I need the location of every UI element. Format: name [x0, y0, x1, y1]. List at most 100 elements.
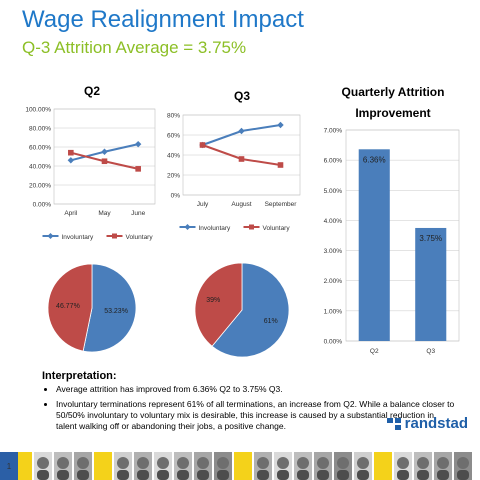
legend-marker	[249, 224, 254, 230]
pie-data-label: 46.77%	[56, 303, 80, 310]
x-tick-label: September	[265, 201, 298, 208]
footer-photo-body	[317, 470, 329, 480]
footer-photo-body	[197, 470, 209, 480]
data-point-voluntary	[101, 158, 108, 165]
legend-label: Involuntary	[199, 225, 232, 232]
data-point-involuntary	[134, 140, 142, 148]
x-tick-label: August	[231, 201, 251, 208]
footer-photo-face	[217, 457, 229, 469]
charts-canvas: Q2 0.00% 20.00% 40.00% 60.00% 80.00% 100.00% Ap…	[25, 84, 460, 358]
chart-title: Q2	[84, 84, 100, 98]
y-tick-label: 1.00%	[324, 308, 343, 315]
pie-data-label: 39%	[206, 297, 220, 304]
footer-color-block	[234, 452, 252, 480]
y-tick-label: 20.00%	[29, 183, 51, 190]
footer-photo-body	[117, 470, 129, 480]
interpretation-bullet: Average attrition has improved from 6.36…	[56, 384, 456, 395]
bar-q2	[358, 149, 390, 341]
x-tick-label: May	[98, 210, 111, 217]
footer-photo-body	[57, 470, 69, 480]
footer-photo-strip	[0, 452, 480, 480]
footer-photo-body	[357, 470, 369, 480]
pie-slice-involuntary	[82, 263, 137, 353]
pie-slice-involuntary	[211, 262, 290, 358]
footer-photo-face	[337, 457, 349, 469]
footer-photo-body	[297, 470, 309, 480]
interpretation-bullet: Involuntary terminations represent 61% o…	[56, 399, 456, 432]
footer-photo-face	[117, 457, 129, 469]
data-point-voluntary	[238, 156, 245, 162]
pie-data-label: 61%	[264, 318, 278, 325]
data-point-voluntary	[199, 142, 206, 148]
footer-photo-face	[157, 457, 169, 469]
y-tick-label: 80%	[167, 113, 180, 120]
chart-title: Q3	[234, 89, 250, 103]
x-tick-label: July	[197, 201, 209, 208]
legend-marker	[112, 233, 117, 239]
y-tick-label: 2.00%	[324, 278, 343, 285]
y-tick-label: 5.00%	[324, 188, 343, 195]
footer-photo-face	[317, 457, 329, 469]
footer-photo-face	[137, 457, 149, 469]
y-tick-label: 40.00%	[29, 164, 51, 171]
page-title: Wage Realignment Impact	[22, 6, 304, 33]
legend-label: Voluntary	[126, 234, 154, 241]
bar-data-label: 3.75%	[419, 234, 442, 243]
legend-label: Voluntary	[263, 225, 291, 232]
footer-photo-face	[197, 457, 209, 469]
data-point-involuntary	[101, 148, 108, 155]
pie-slice-voluntary	[194, 262, 243, 347]
plot-area	[53, 108, 156, 205]
y-tick-label: 3.00%	[324, 248, 343, 255]
footer-photo-body	[337, 470, 349, 480]
footer-color-block	[374, 452, 392, 480]
y-tick-label: 80.00%	[29, 126, 51, 133]
data-point-voluntary	[135, 166, 141, 172]
footer-photo-face	[417, 457, 429, 469]
pie-slice-voluntary	[47, 263, 93, 352]
footer-photo-face	[177, 457, 189, 469]
footer-photo-body	[397, 470, 409, 480]
y-tick-label: 20%	[167, 173, 180, 180]
y-tick-label: 40%	[167, 153, 180, 160]
randstad-logo-text: randstad	[404, 415, 468, 432]
y-tick-label: 0.00%	[324, 339, 343, 346]
footer-photo-face	[77, 457, 89, 469]
footer-color-block	[94, 452, 112, 480]
footer-photo-face	[57, 457, 69, 469]
randstad-logo: randstad	[386, 415, 468, 432]
footer-photo-body	[417, 470, 429, 480]
data-point-involuntary	[277, 121, 284, 129]
x-tick-label: Q3	[426, 348, 435, 355]
y-tick-label: 4.00%	[324, 218, 343, 225]
data-point-voluntary	[277, 162, 284, 168]
page-subtitle: Q-3 Attrition Average = 3.75%	[22, 38, 247, 57]
interpretation-list: Average attrition has improved from 6.36…	[42, 384, 456, 436]
chart-title: Improvement	[355, 106, 430, 120]
pie-data-label: 53.23%	[104, 308, 128, 315]
chart-title: Quarterly Attrition	[342, 85, 445, 99]
y-tick-label: 7.00%	[324, 128, 343, 135]
footer-photo-body	[257, 470, 269, 480]
footer-photo-face	[457, 457, 469, 469]
footer-photo-face	[397, 457, 409, 469]
footer-photo-face	[297, 457, 309, 469]
footer-photo-body	[277, 470, 289, 480]
footer-photo-body	[437, 470, 449, 480]
data-point-voluntary	[68, 149, 74, 156]
legend-label: Involuntary	[62, 234, 95, 241]
page-number: 1	[6, 461, 12, 471]
footer-photo-face	[257, 457, 269, 469]
data-point-involuntary	[67, 157, 75, 164]
y-tick-label: 60%	[167, 133, 180, 140]
x-tick-label: Q2	[370, 348, 379, 355]
bar-q3	[415, 227, 447, 341]
y-tick-label: 0.00%	[33, 202, 52, 209]
bar-data-label: 6.36%	[363, 155, 386, 164]
legend-marker	[47, 233, 54, 239]
footer-photo-body	[177, 470, 189, 480]
footer-photo-face	[357, 457, 369, 469]
footer-photo-body	[157, 470, 169, 480]
x-tick-label: June	[131, 210, 145, 217]
footer-photo-face	[37, 457, 49, 469]
